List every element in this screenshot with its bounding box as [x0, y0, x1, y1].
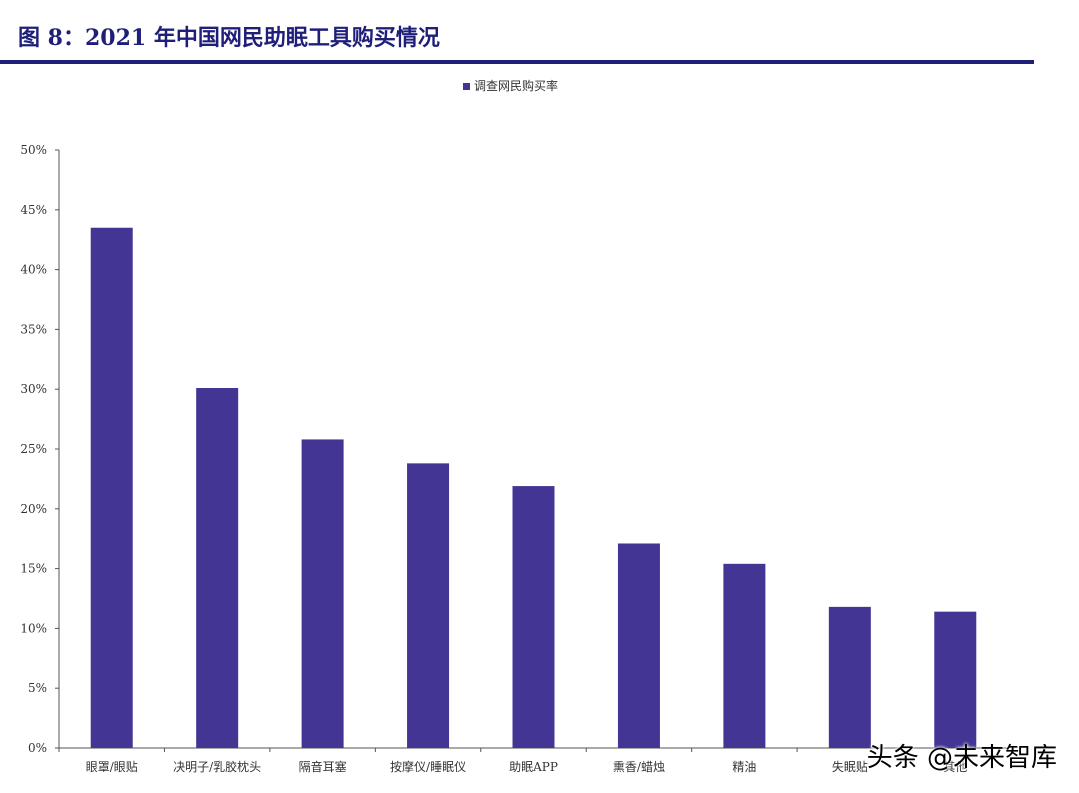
- bar-7: [723, 563, 766, 748]
- y-tick-label: 15%: [20, 562, 47, 576]
- x-category-label: 其他: [943, 760, 967, 774]
- bar-1: [90, 227, 133, 749]
- x-category-label: 决明子/乳胶枕头: [173, 759, 261, 774]
- y-tick-label: 0%: [28, 741, 47, 755]
- y-tick-label: 50%: [20, 143, 47, 157]
- watermark: 头条 @未来智库: [866, 743, 1057, 773]
- figure-title: 图 8：2021 年中国网民助眠工具购买情况: [18, 25, 440, 51]
- y-tick-label: 20%: [20, 502, 47, 516]
- bar-9: [934, 611, 977, 748]
- y-tick-label: 25%: [20, 442, 47, 456]
- bar-6: [617, 543, 660, 748]
- x-category-label: 眼罩/眼贴: [86, 760, 138, 774]
- bar-3: [301, 439, 344, 748]
- x-category-label: 熏香/蜡烛: [613, 760, 665, 774]
- legend-swatch: [463, 83, 470, 90]
- bar-4: [407, 463, 450, 748]
- x-category-label: 助眠APP: [509, 760, 558, 774]
- x-category-label: 失眠贴: [832, 759, 868, 774]
- x-category-label: 精油: [732, 760, 756, 774]
- bar-5: [512, 486, 555, 748]
- x-category-label: 隔音耳塞: [299, 759, 347, 774]
- x-category-label: 按摩仪/睡眠仪: [390, 759, 466, 774]
- y-tick-label: 10%: [20, 621, 47, 635]
- chart-bars: [90, 227, 977, 749]
- bar-8: [828, 606, 871, 748]
- chart-legend: 调查网民购买率: [463, 78, 558, 93]
- title-divider: [0, 60, 1034, 64]
- legend-label: 调查网民购买率: [474, 78, 558, 93]
- y-tick-label: 45%: [20, 203, 47, 217]
- y-tick-label: 40%: [20, 263, 47, 277]
- y-tick-label: 35%: [20, 322, 47, 336]
- y-tick-label: 5%: [28, 681, 47, 695]
- bar-2: [196, 388, 239, 748]
- y-tick-label: 30%: [20, 382, 47, 396]
- x-axis-labels: 眼罩/眼贴 决明子/乳胶枕头 隔音耳塞 按摩仪/睡眠仪 助眠APP 熏香/蜡烛 精油 失眠贴 其…: [86, 759, 968, 774]
